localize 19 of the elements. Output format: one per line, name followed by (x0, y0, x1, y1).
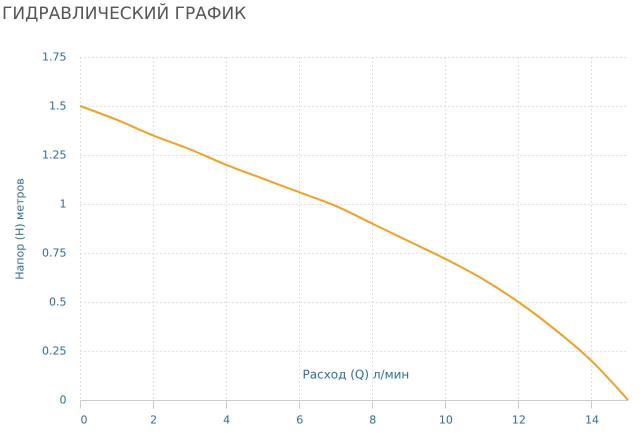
y-tick-label: 0 (60, 394, 66, 406)
y-axis-title: Напор (H) метров (14, 178, 26, 280)
x-tick-label: 6 (296, 414, 304, 426)
chart-title: ГИДРАВЛИЧЕСКИЙ ГРАФИК (2, 3, 246, 24)
x-axis-title: Расход (Q) л/мин (302, 368, 410, 382)
y-tick-label: 1.25 (42, 148, 66, 162)
x-tick-label: 2 (150, 414, 158, 426)
y-tick-label: 1 (60, 198, 66, 210)
x-tick-label: 14 (584, 414, 599, 426)
y-tick-label: 1.5 (49, 100, 66, 112)
x-tick-label: 4 (223, 414, 230, 426)
y-tick-label: 0.75 (42, 246, 66, 260)
y-tick-label: 0.25 (42, 344, 66, 358)
x-tick-label: 0 (80, 414, 88, 426)
y-tick-label: 0.5 (49, 296, 66, 308)
y-tick-label: 1.75 (42, 50, 66, 64)
x-tick-label: 10 (438, 414, 453, 426)
x-tick-label: 8 (369, 414, 376, 426)
x-tick-label: 12 (512, 414, 526, 426)
